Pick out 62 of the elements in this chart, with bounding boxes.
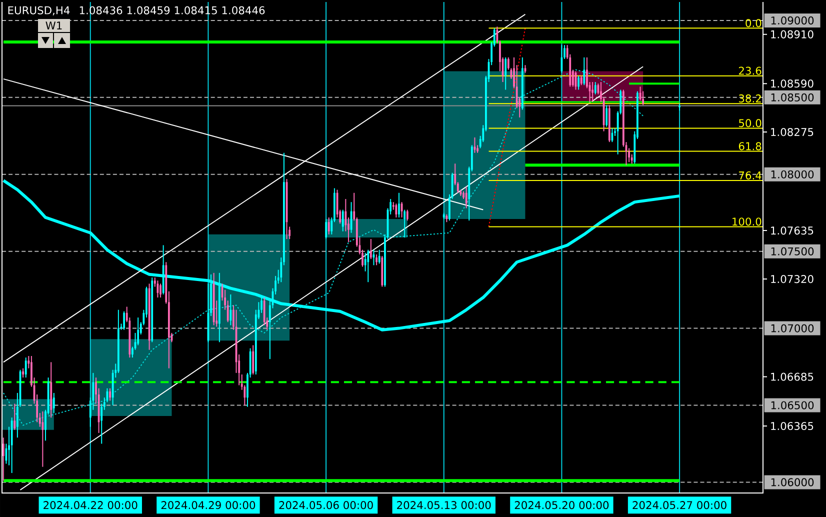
candlestick [465, 186, 468, 209]
candlestick [109, 388, 111, 402]
candlestick [560, 44, 563, 74]
candlestick [328, 216, 330, 235]
chart-title: EURUSD,H4 [8, 6, 70, 16]
candlestick [123, 310, 126, 330]
ref-line-label: 1.07000 [771, 324, 814, 332]
x-tick-label: 2024.05.13 00:00 [397, 501, 491, 510]
x-tick-label: 2024.04.29 00:00 [161, 501, 256, 510]
candlestick [24, 357, 27, 378]
candlestick [580, 75, 582, 86]
candlestick [376, 254, 378, 266]
candlestick [367, 249, 370, 283]
ref-line-label: 1.06000 [771, 478, 814, 486]
candlestick [592, 82, 594, 103]
y-tick-label: 1.06365 [771, 422, 814, 430]
candlestick [395, 203, 398, 218]
candlestick [404, 209, 406, 238]
y-tick-label: 1.08275 [771, 128, 814, 136]
ref-line-label: 1.08500 [771, 93, 814, 102]
candlestick [370, 238, 372, 260]
candlestick [2, 437, 4, 482]
candlestick [578, 75, 580, 90]
x-tick-label: 2024.05.20 00:00 [514, 501, 609, 510]
candlestick [378, 249, 380, 264]
y-tick-label: 1.07320 [771, 275, 814, 284]
x-tick-label: 2024.04.22 00:00 [44, 501, 138, 510]
y-tick-label: 1.07635 [771, 226, 814, 235]
candlestick [52, 392, 55, 414]
candlestick [594, 82, 596, 95]
candlestick [325, 218, 327, 240]
candlestick [252, 344, 254, 375]
series-label: 50.0 [738, 119, 762, 128]
candlestick [160, 283, 162, 298]
ref-line-label: 1.07500 [771, 247, 814, 256]
candlestick [406, 209, 408, 222]
x-tick-label: 2024.05.06 00:00 [279, 501, 373, 510]
candlestick [22, 368, 24, 378]
ref-line-label: 1.09000 [771, 16, 814, 24]
series-label: 0.0 [746, 19, 762, 28]
candlestick [342, 209, 344, 232]
candlestick [642, 90, 644, 106]
y-tick-label: 1.06685 [771, 372, 814, 381]
series-label: 23.6 [738, 66, 762, 75]
annotation: W1 [46, 22, 62, 30]
y-tick-label: 1.08590 [771, 80, 814, 88]
candlestick [611, 128, 614, 143]
candlestick [583, 56, 586, 86]
candlestick [14, 403, 16, 430]
y-tick-label: 1.08910 [771, 30, 814, 38]
candlestick [263, 297, 266, 326]
candlestick [504, 56, 507, 90]
ref-line-label: 1.06500 [771, 401, 814, 410]
candlestick [230, 294, 232, 326]
x-tick-label: 2024.05.27 00:00 [632, 501, 726, 510]
candlestick [606, 104, 608, 128]
candlestick [137, 317, 140, 346]
ref-line-label: 1.08000 [771, 170, 814, 178]
series-label: 61.8 [738, 142, 762, 150]
series-label: 100.0 [732, 218, 762, 226]
candlestick [398, 192, 400, 218]
candlestick [42, 410, 44, 468]
